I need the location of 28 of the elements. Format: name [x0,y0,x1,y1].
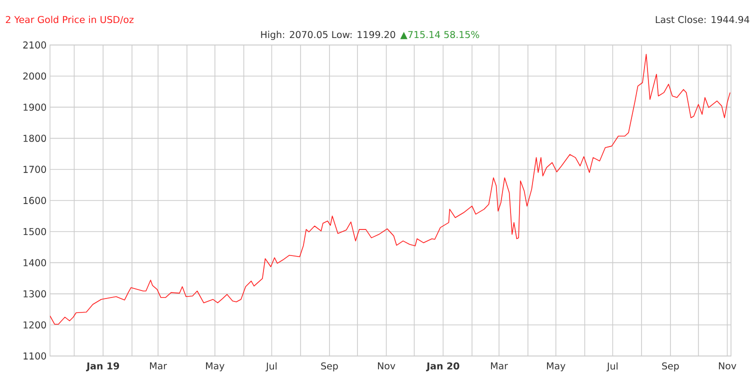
text: ▲715.14 58.15% [400,30,480,40]
x-tick-label: Jan 20 [426,362,460,372]
x-tick-label: May [547,362,566,372]
y-tick-label: 1200 [24,321,46,328]
y-tick-label: 1100 [24,352,46,360]
y-tick-label: 2000 [23,72,46,80]
y-tick-label: 1600 [24,196,46,204]
x-tick-label: Nov [378,362,396,370]
text: High: 2070.05 Low: 1199.20 [261,30,396,40]
x-tick-label: Mar [491,362,508,370]
y-tick-label: 1800 [24,134,46,142]
y-tick-label: 2100 [23,41,46,49]
y-tick-label: 1700 [24,166,46,173]
x-tick-label: Sep [321,362,338,372]
y-tick-label: 1300 [24,290,46,298]
x-tick-label: Jul [266,362,277,372]
x-tick-label: Sep [662,362,679,372]
x-tick-label: Jul [606,362,618,372]
text: Last Close: 1944.94 [656,16,750,24]
x-tick-label: Nov [718,362,736,370]
x-tick-label: May [206,362,224,372]
chart-title: 2 Year Gold Price in USD/oz [6,16,134,24]
line-series [50,54,730,325]
y-tick-label: 1900 [24,104,46,111]
x-tick-label: Jan 19 [86,362,120,372]
y-tick-label: 1500 [24,228,46,236]
y-tick-label: 1400 [24,259,46,266]
x-tick-label: Mar [150,362,167,370]
